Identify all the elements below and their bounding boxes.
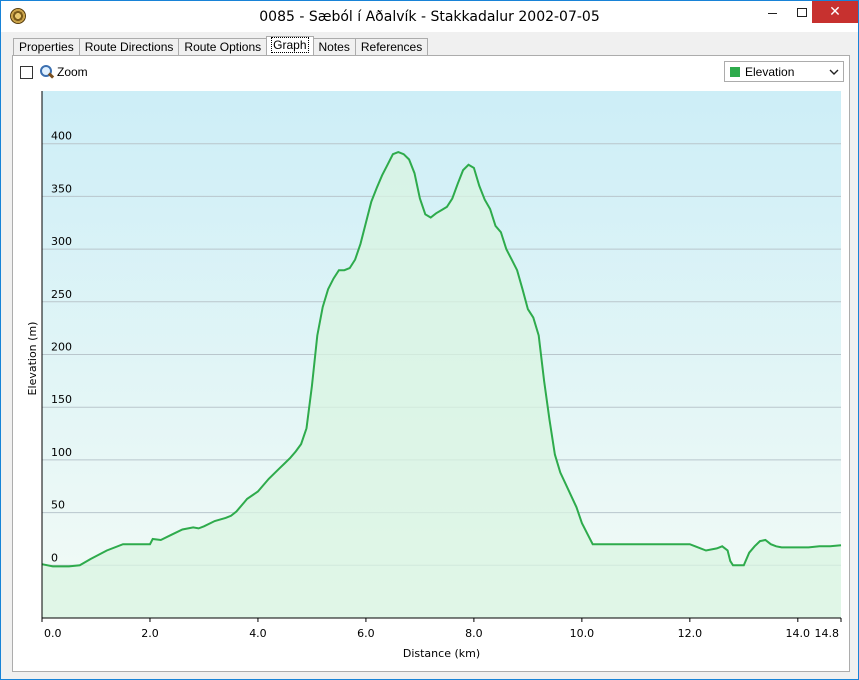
magnifier-icon — [40, 65, 55, 79]
elevation-area — [42, 152, 841, 618]
y-tick-label: 0 — [51, 551, 58, 564]
close-button[interactable]: ✕ — [812, 1, 858, 23]
minimize-button[interactable] — [757, 1, 787, 23]
x-axis-label: Distance (km) — [403, 647, 480, 660]
tab-label: Route Options — [184, 40, 262, 54]
tab-route-options[interactable]: Route Options — [178, 38, 268, 55]
zoom-checkbox[interactable] — [20, 65, 33, 79]
y-tick-label: 250 — [51, 288, 72, 301]
x-tick-label: 6.0 — [357, 627, 375, 640]
y-tick-labels: 0 50 100 150 200 250 300 350 400 — [51, 130, 72, 565]
x-tick-labels: 0.0 2.0 4.0 6.0 8.0 10.0 12.0 14.0 14.8 — [41, 618, 842, 640]
y-tick-label: 100 — [51, 446, 72, 459]
tab-label: Graph — [271, 37, 309, 53]
y-axis-label: Elevation (m) — [26, 322, 39, 396]
x-tick-label: 4.0 — [249, 627, 267, 640]
app-icon[interactable] — [10, 8, 26, 24]
close-icon: ✕ — [829, 4, 841, 20]
x-tick-label: 10.0 — [570, 627, 595, 640]
y-tick-label: 400 — [51, 130, 72, 143]
y-tick-label: 150 — [51, 393, 72, 406]
maximize-icon — [797, 7, 807, 17]
chevron-down-icon — [825, 62, 843, 81]
tab-label: Route Directions — [84, 40, 174, 54]
tab-label: Notes — [318, 40, 350, 54]
maximize-button[interactable] — [787, 1, 817, 23]
minimize-icon — [767, 12, 777, 14]
x-tick-label: 8.0 — [465, 627, 483, 640]
x-tick-label: 0.0 — [44, 627, 62, 640]
tab-notes[interactable]: Notes — [312, 38, 356, 55]
x-tick-label: 14.0 — [786, 627, 811, 640]
tab-label: Properties — [19, 40, 74, 54]
series-dropdown[interactable]: Elevation — [724, 61, 844, 82]
y-tick-label: 200 — [51, 341, 72, 354]
x-tick-label: 14.8 — [815, 627, 840, 640]
y-tick-label: 350 — [51, 182, 72, 195]
zoom-label: Zoom — [57, 65, 88, 79]
tab-graph[interactable]: Graph — [266, 36, 314, 55]
title-bar[interactable]: 0085 - Sæból í Aðalvík - Stakkadalur 200… — [1, 1, 858, 32]
series-dropdown-value: Elevation — [745, 64, 795, 79]
tab-route-directions[interactable]: Route Directions — [78, 38, 180, 55]
series-color-swatch — [730, 66, 740, 77]
tab-label: References — [360, 40, 423, 54]
x-tick-label: 2.0 — [141, 627, 159, 640]
zoom-control: Zoom — [20, 65, 88, 79]
tab-references[interactable]: References — [354, 38, 429, 55]
window-title: 0085 - Sæból í Aðalvík - Stakkadalur 200… — [259, 9, 600, 25]
tab-properties[interactable]: Properties — [13, 38, 80, 55]
y-tick-label: 300 — [51, 235, 72, 248]
x-tick-label: 12.0 — [678, 627, 703, 640]
tab-strip: Properties Route Directions Route Option… — [13, 36, 429, 56]
elevation-line — [41, 151, 842, 568]
y-tick-label: 50 — [51, 499, 65, 512]
